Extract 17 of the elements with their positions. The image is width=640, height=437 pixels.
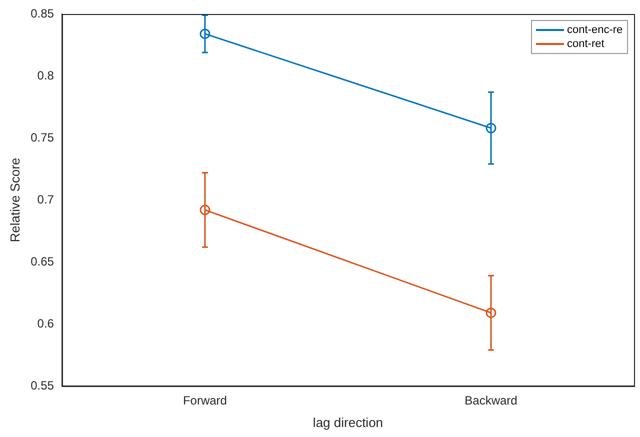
legend-label: cont-enc-re <box>567 23 623 37</box>
point <box>200 28 210 40</box>
x-tick-label: Backward <box>464 394 518 408</box>
y-tick-label: 0.6 <box>37 316 54 330</box>
y-tick-label: 0.8 <box>37 68 54 82</box>
y-tick-label: 0.7 <box>37 192 54 206</box>
x-tick-label: Forward <box>182 394 227 408</box>
point <box>486 308 496 318</box>
y-tick-label: 0.75 <box>30 130 54 144</box>
y-tick-label: 0.85 <box>30 6 54 20</box>
y-tick-label: 0.55 <box>30 378 54 392</box>
legend-label: cont-ret <box>567 37 604 51</box>
point <box>200 204 210 216</box>
point <box>486 122 496 134</box>
y-tick-label: 0.65 <box>30 254 54 268</box>
x-axis-title: lag direction <box>312 414 384 430</box>
y-axis-title: Relative Score <box>7 158 22 242</box>
